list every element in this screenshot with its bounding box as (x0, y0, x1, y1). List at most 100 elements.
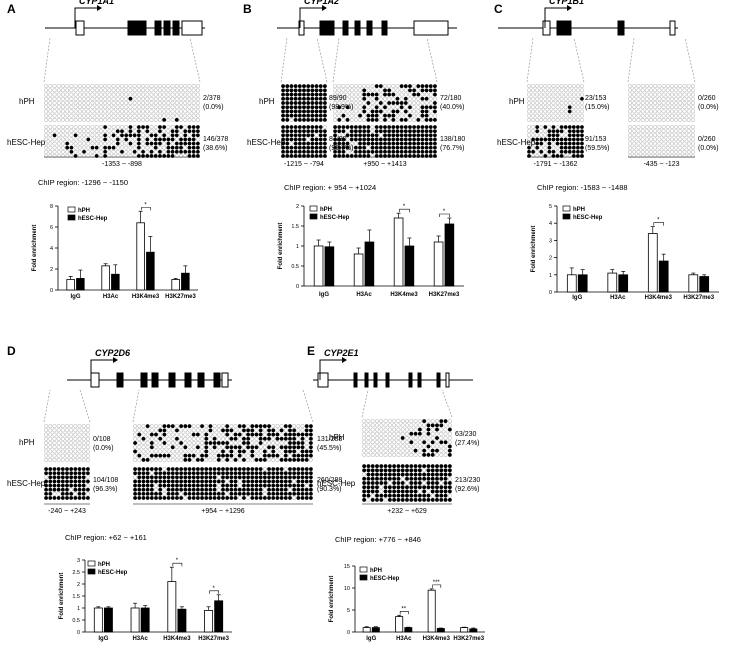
cpg-dot (322, 137, 327, 142)
cpg-dot (447, 448, 452, 453)
cpg-dot (575, 141, 580, 146)
cpg-dot (246, 432, 251, 437)
cpg-dot (85, 436, 90, 441)
cpg-dot (183, 133, 188, 138)
cpg-dot (61, 96, 65, 101)
cpg-dot (82, 137, 86, 142)
cpg-dot (416, 145, 421, 150)
cpg-dot (133, 483, 138, 488)
cpg-dot (358, 137, 362, 142)
cpg-dot (535, 109, 540, 114)
cpg-dot (187, 129, 192, 134)
cpg-dot (399, 137, 404, 142)
cpg-dot (665, 137, 670, 142)
cpg-dot (191, 432, 196, 437)
cpg-dot (149, 96, 154, 101)
cpg-dot (396, 468, 401, 473)
cpg-dot (86, 92, 91, 97)
cpg-dot (162, 424, 167, 429)
cpg-dot (555, 84, 560, 89)
cpg-dot (653, 92, 658, 97)
cpg-dot (636, 149, 641, 154)
cpg-dot (141, 113, 146, 118)
cpg-dot (353, 117, 358, 122)
cpg-dot (61, 88, 65, 93)
cpg-dot (417, 472, 422, 477)
cpg-dot (374, 92, 379, 97)
cpg-dot (322, 84, 327, 89)
cpg-dot (158, 491, 163, 496)
cpg-dot (262, 496, 267, 500)
cpg-dot (375, 444, 379, 449)
sample-label: hESC-Hep (317, 479, 356, 488)
cpg-dot (162, 449, 167, 454)
cpg-dot (288, 424, 292, 429)
cpg-dot (204, 428, 209, 433)
cpg-dot (304, 479, 309, 484)
cpg-dot (424, 145, 429, 150)
cpg-dot (174, 101, 179, 105)
cpg-dot (107, 84, 112, 89)
cpg-dot (145, 84, 150, 89)
cpg-dot (73, 483, 78, 488)
cpg-dot (225, 441, 230, 445)
cpg-dot (345, 88, 350, 93)
region-connector (573, 37, 585, 83)
cpg-dot (314, 145, 319, 150)
cpg-dot (547, 105, 552, 110)
cpg-dot (322, 149, 327, 154)
cpg-dot (640, 137, 645, 142)
y-tick-label: 0.5 (291, 264, 299, 270)
cpg-dot (379, 452, 384, 457)
exon (127, 20, 147, 36)
cpg-dot (145, 96, 150, 101)
cpg-dot (237, 428, 242, 433)
cpg-dot (191, 453, 196, 458)
cpg-dot (341, 149, 346, 154)
cpg-dot (187, 149, 192, 154)
cpg-dot (212, 449, 217, 454)
cpg-dot (69, 441, 74, 445)
cpg-dot (166, 479, 171, 484)
cpg-dot (392, 464, 397, 469)
cpg-dot (133, 428, 138, 433)
cpg-dot (383, 489, 388, 494)
cpg-dot (383, 105, 387, 110)
cpg-dot (250, 432, 255, 437)
cpg-dot (682, 141, 687, 146)
cpg-dot (443, 448, 448, 453)
cpg-dot (571, 117, 576, 122)
cpg-dot (250, 467, 255, 471)
bar (181, 272, 190, 291)
cpg-dot (94, 149, 99, 154)
cpg-dot (229, 457, 234, 462)
cpg-dot (640, 84, 645, 89)
cpg-dot (575, 101, 580, 105)
cpg-dot (52, 149, 57, 154)
cpg-dot (387, 133, 392, 138)
cpg-dot (145, 483, 150, 488)
cpg-dot (166, 436, 171, 441)
cpg-dot (447, 468, 452, 473)
cpg-dot (200, 424, 205, 429)
cpg-dot (124, 96, 129, 101)
cpg-dot (200, 471, 205, 476)
cpg-dot (285, 88, 290, 93)
cpg-dot (166, 475, 171, 480)
cpg-dot (170, 449, 175, 454)
cpg-dot (322, 133, 327, 138)
cpg-dot (399, 129, 404, 134)
cpg-dot (412, 92, 417, 97)
cpg-dot (551, 117, 556, 122)
cpg-dot (378, 109, 383, 114)
cpg-dot (132, 101, 137, 105)
cpg-dot (77, 137, 82, 142)
cpg-dot (107, 117, 112, 122)
cpg-dot (154, 432, 158, 437)
cpg-dot (387, 423, 392, 428)
cpg-dot (179, 137, 183, 142)
cpg-dot (370, 92, 375, 97)
cpg-dot (653, 133, 658, 138)
cpg-dot (124, 129, 129, 134)
cpg-dot (145, 88, 150, 93)
